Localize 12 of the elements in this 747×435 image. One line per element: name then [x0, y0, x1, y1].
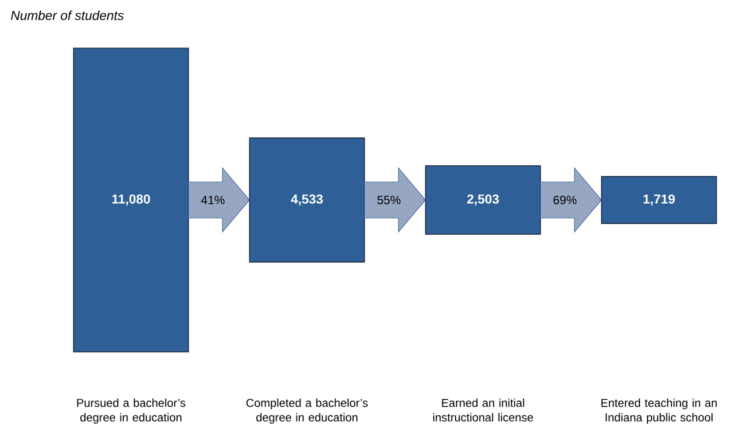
- data-label: 2,503: [467, 194, 499, 206]
- text: Number of students: [10, 10, 124, 20]
- data-label: 11,080: [112, 194, 150, 206]
- text: 55%: [377, 196, 400, 204]
- text: 41%: [201, 196, 224, 204]
- category-label: Entered teaching in an Indiana public school: [601, 398, 717, 424]
- data-label: 1,719: [644, 194, 675, 206]
- category-label: Completed a bachelor’s degree in education: [246, 398, 368, 424]
- category-label: Pursued a bachelor’s degree in education: [77, 398, 186, 424]
- text: 69%: [554, 196, 576, 204]
- data-label: 4,533: [290, 194, 323, 206]
- category-label: Earned an initial instructional license: [433, 398, 533, 422]
